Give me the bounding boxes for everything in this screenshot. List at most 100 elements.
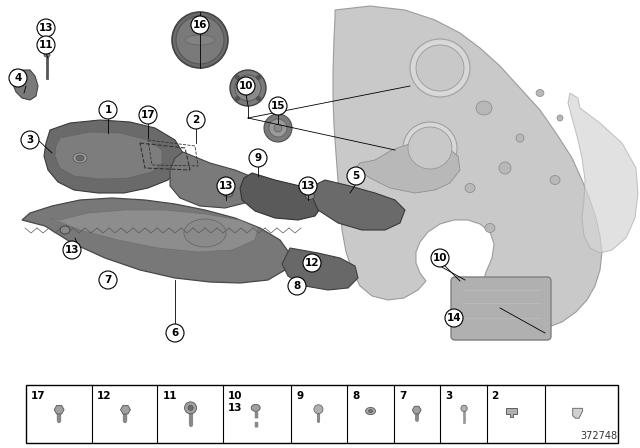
Text: 9: 9	[296, 391, 303, 401]
Text: 6: 6	[172, 328, 179, 338]
Ellipse shape	[76, 155, 84, 161]
Circle shape	[264, 114, 292, 142]
Circle shape	[299, 177, 317, 195]
Ellipse shape	[416, 45, 464, 91]
Ellipse shape	[550, 176, 560, 185]
Circle shape	[303, 254, 321, 272]
Circle shape	[347, 167, 365, 185]
Text: 9: 9	[255, 153, 262, 163]
Polygon shape	[312, 180, 405, 230]
Circle shape	[99, 271, 117, 289]
Ellipse shape	[536, 90, 544, 96]
Circle shape	[461, 405, 467, 412]
Text: 2: 2	[193, 115, 200, 125]
Text: 10: 10	[239, 81, 253, 91]
Ellipse shape	[516, 134, 524, 142]
Circle shape	[236, 97, 239, 101]
Ellipse shape	[185, 35, 215, 45]
Ellipse shape	[410, 39, 470, 97]
Text: 17: 17	[31, 391, 45, 401]
Ellipse shape	[557, 115, 563, 121]
Text: 10: 10	[433, 253, 447, 263]
Circle shape	[63, 241, 81, 259]
Ellipse shape	[499, 162, 511, 174]
Text: 8: 8	[353, 391, 360, 401]
Ellipse shape	[305, 193, 314, 199]
Circle shape	[235, 75, 261, 101]
Ellipse shape	[184, 219, 226, 247]
Text: 8: 8	[293, 281, 301, 291]
Circle shape	[288, 277, 306, 295]
Polygon shape	[54, 405, 64, 414]
Text: 13: 13	[65, 245, 79, 255]
Ellipse shape	[304, 258, 316, 268]
Ellipse shape	[251, 405, 260, 411]
Text: 17: 17	[141, 110, 156, 120]
Circle shape	[139, 106, 157, 124]
Ellipse shape	[60, 226, 70, 234]
Circle shape	[217, 177, 235, 195]
Polygon shape	[170, 152, 255, 208]
Text: 1: 1	[104, 105, 111, 115]
Circle shape	[184, 402, 196, 414]
Text: 12: 12	[305, 258, 319, 268]
Ellipse shape	[465, 184, 475, 193]
Bar	[26, 385, 618, 443]
Circle shape	[314, 405, 323, 414]
Text: 13: 13	[301, 181, 316, 191]
Circle shape	[274, 124, 282, 132]
Circle shape	[236, 75, 239, 79]
Polygon shape	[506, 408, 517, 418]
Ellipse shape	[73, 153, 87, 163]
Ellipse shape	[485, 224, 495, 233]
Circle shape	[230, 70, 266, 106]
Circle shape	[37, 19, 55, 37]
Text: 11: 11	[163, 391, 177, 401]
Polygon shape	[55, 132, 162, 179]
Text: 15: 15	[271, 101, 285, 111]
Text: 13: 13	[219, 181, 233, 191]
Polygon shape	[240, 173, 322, 220]
Circle shape	[237, 77, 255, 95]
Circle shape	[269, 119, 287, 137]
Polygon shape	[22, 198, 290, 283]
Text: 13: 13	[228, 403, 242, 413]
Ellipse shape	[44, 53, 50, 57]
Polygon shape	[573, 408, 582, 418]
Circle shape	[257, 75, 260, 79]
Text: 7: 7	[104, 275, 112, 285]
Text: 13: 13	[39, 23, 53, 33]
Text: 7: 7	[399, 391, 406, 401]
Circle shape	[249, 149, 267, 167]
Circle shape	[37, 36, 55, 54]
Circle shape	[188, 405, 193, 410]
Circle shape	[21, 131, 39, 149]
FancyBboxPatch shape	[451, 277, 551, 340]
Text: 12: 12	[97, 391, 112, 401]
Polygon shape	[50, 210, 258, 252]
Polygon shape	[44, 120, 183, 193]
Text: 5: 5	[353, 171, 360, 181]
Circle shape	[176, 16, 224, 64]
Polygon shape	[568, 93, 638, 253]
Ellipse shape	[408, 127, 452, 169]
Circle shape	[191, 16, 209, 34]
Text: 3: 3	[26, 135, 34, 145]
Ellipse shape	[307, 260, 313, 266]
Ellipse shape	[403, 122, 457, 174]
Text: 2: 2	[492, 391, 499, 401]
Circle shape	[9, 69, 27, 87]
Text: 14: 14	[447, 313, 461, 323]
Text: 16: 16	[193, 20, 207, 30]
Circle shape	[445, 309, 463, 327]
Text: 11: 11	[39, 40, 53, 50]
Text: 10: 10	[228, 391, 242, 401]
Circle shape	[187, 111, 205, 129]
Polygon shape	[282, 248, 358, 290]
Polygon shape	[412, 406, 421, 414]
Circle shape	[257, 97, 260, 101]
Circle shape	[166, 324, 184, 342]
Circle shape	[431, 249, 449, 267]
Ellipse shape	[365, 407, 376, 415]
Text: 3: 3	[445, 391, 452, 401]
